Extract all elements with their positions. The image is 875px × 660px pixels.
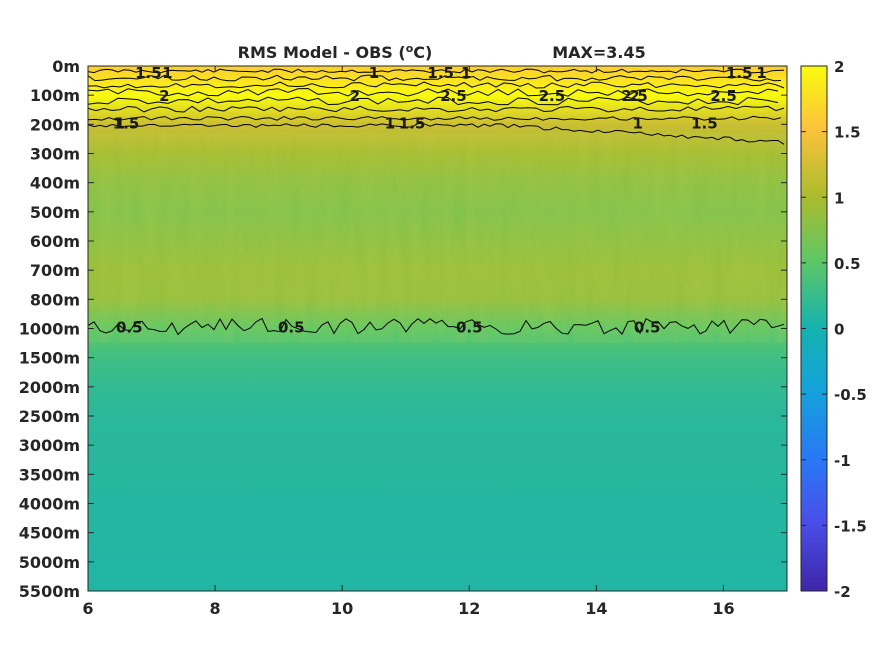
contour-label: 1: [632, 114, 642, 132]
y-tick-label: 1000m: [19, 320, 80, 339]
contour-label: 2.5: [539, 87, 566, 105]
y-tick-label: 4000m: [19, 495, 80, 514]
contour-label: 2.5: [710, 87, 737, 105]
y-tick-label: 200m: [30, 115, 80, 134]
colorbar-tick-label: 0: [834, 321, 844, 339]
colorbar-tick-label: -2: [834, 583, 851, 601]
colorbar-tick-label: 0.5: [834, 255, 861, 273]
max-value-label: MAX=3.45: [552, 43, 646, 62]
y-axis: 0m 100m 200m 300m 400m 500m 600m 700m 800m 1000m 1…: [19, 57, 787, 601]
x-tick-label: 8: [210, 599, 221, 618]
contour-lines: [88, 68, 785, 336]
y-tick-label: 1500m: [19, 349, 80, 368]
heatmap-background: [88, 66, 787, 591]
x-tick-label: 12: [458, 599, 480, 618]
x-axis: 6 8 10 12 14 16: [82, 66, 735, 618]
y-tick-label: 3500m: [19, 465, 80, 484]
contour-label: 1.5: [135, 64, 162, 82]
y-tick-label: 800m: [30, 290, 80, 309]
contour-line-1-top: [88, 68, 785, 74]
contour-label: 1: [115, 114, 125, 132]
y-tick-label: 700m: [30, 261, 80, 280]
contour-label: 2: [629, 87, 639, 105]
y-tick-label: 5000m: [19, 553, 80, 572]
y-tick-label: 400m: [30, 174, 80, 193]
contour-label: 1.5: [726, 64, 753, 82]
y-tick-label: 3000m: [19, 436, 80, 455]
contour-line-2-top: [88, 81, 785, 89]
contour-label: 1: [162, 64, 172, 82]
contour-label: 1.5: [427, 64, 454, 82]
x-tick-label: 6: [82, 599, 93, 618]
colorbar-ticks: 2 1.5 1 0.5 0 -0.5 -1 -1.5 -2: [801, 58, 867, 601]
x-tick-label: 16: [712, 599, 734, 618]
contour-label: 1.5: [691, 114, 718, 132]
contour-line-0.5: [88, 317, 785, 336]
x-tick-label: 14: [585, 599, 607, 618]
y-tick-label: 5500m: [19, 582, 80, 601]
contour-label: 2: [350, 87, 360, 105]
contour-line-2.5-bottom: [88, 96, 779, 106]
colorbar-tick-label: -1.5: [834, 517, 867, 535]
colorbar-tick-label: -1: [834, 452, 851, 470]
colorbar-tick-label: 2: [834, 58, 844, 76]
chart-title: RMS Model - OBS (oC): [238, 42, 433, 62]
y-tick-label: 2500m: [19, 407, 80, 426]
colorbar-tick-label: 1.5: [834, 124, 861, 142]
contour-label: 1: [756, 64, 766, 82]
contour-label: 0.5: [456, 319, 483, 337]
contour-line-1-bottom: [88, 122, 785, 145]
y-tick-label: 500m: [30, 203, 80, 222]
y-tick-label: 2000m: [19, 378, 80, 397]
contour-label: 0.5: [116, 319, 143, 337]
y-tick-label: 4500m: [19, 524, 80, 543]
contour-label: 1: [385, 114, 395, 132]
contour-label: 0.5: [278, 319, 305, 337]
contour-line-2-bottom: [88, 105, 785, 113]
contour-line-1.5-bottom: [88, 115, 782, 121]
contour-line-1.5-top: [88, 74, 782, 82]
y-tick-label: 100m: [30, 86, 80, 105]
contour-label: 1.5: [113, 114, 140, 132]
x-tick-label: 10: [331, 599, 353, 618]
colorbar-tick-label: 1: [834, 189, 844, 207]
contour-label: 1: [461, 64, 471, 82]
y-tick-label: 300m: [30, 145, 80, 164]
y-tick-label: 600m: [30, 232, 80, 251]
contour-label: 2.5: [621, 87, 648, 105]
contour-label: 1.5: [399, 114, 426, 132]
contour-label: 2.5: [440, 87, 467, 105]
heatmap-texture: [88, 150, 787, 325]
contour-label: 2: [159, 87, 169, 105]
contour-label: 0.5: [634, 319, 661, 337]
contour-line-2.5-top: [88, 87, 779, 97]
colorbar-tick-label: -0.5: [834, 386, 867, 404]
y-tick-label: 0m: [52, 57, 80, 76]
contour-label: 1: [369, 64, 379, 82]
